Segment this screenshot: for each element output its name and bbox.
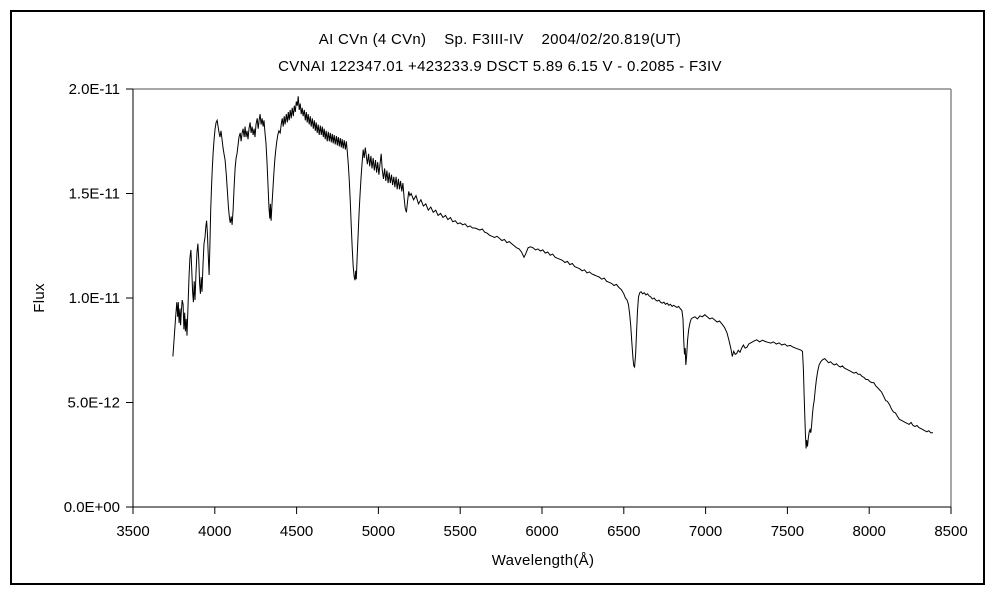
y-tick-label: 1.5E-11 <box>69 186 120 203</box>
x-tick-label: 8000 <box>853 523 886 540</box>
x-tick-label: 8500 <box>934 523 967 540</box>
x-tick-label: 6500 <box>607 523 640 540</box>
y-tick-label: 5.0E-12 <box>67 395 120 412</box>
x-axis-title: Wavelength(Å) <box>492 552 595 569</box>
y-tick-label: 1.0E-11 <box>69 290 120 307</box>
y-tick-label: 2.0E-11 <box>69 81 120 98</box>
x-tick-label: 7500 <box>771 523 804 540</box>
x-tick-label: 7000 <box>689 523 722 540</box>
x-tick-label: 4000 <box>198 523 231 540</box>
y-axis-title: Flux <box>31 283 48 313</box>
x-tick-label: 5500 <box>444 523 477 540</box>
x-tick-label: 3500 <box>116 523 149 540</box>
image-border <box>10 10 985 585</box>
x-tick-label: 6000 <box>525 523 558 540</box>
y-tick-label: 0.0E+00 <box>64 499 120 516</box>
chart-layer: 3500 4000 4500 5000 5500 6000 6500 7000 7500 8000… <box>64 81 968 540</box>
spectrum-line <box>172 96 933 449</box>
x-tick-label: 5000 <box>362 523 395 540</box>
x-tick-label: 4500 <box>280 523 313 540</box>
chart-title-line2: CVNAI 122347.01 +423233.9 DSCT 5.89 6.15… <box>278 58 722 75</box>
chart-title-line1: AI CVn (4 CVn) Sp. F3III-IV 2004/02/20.8… <box>318 31 682 48</box>
